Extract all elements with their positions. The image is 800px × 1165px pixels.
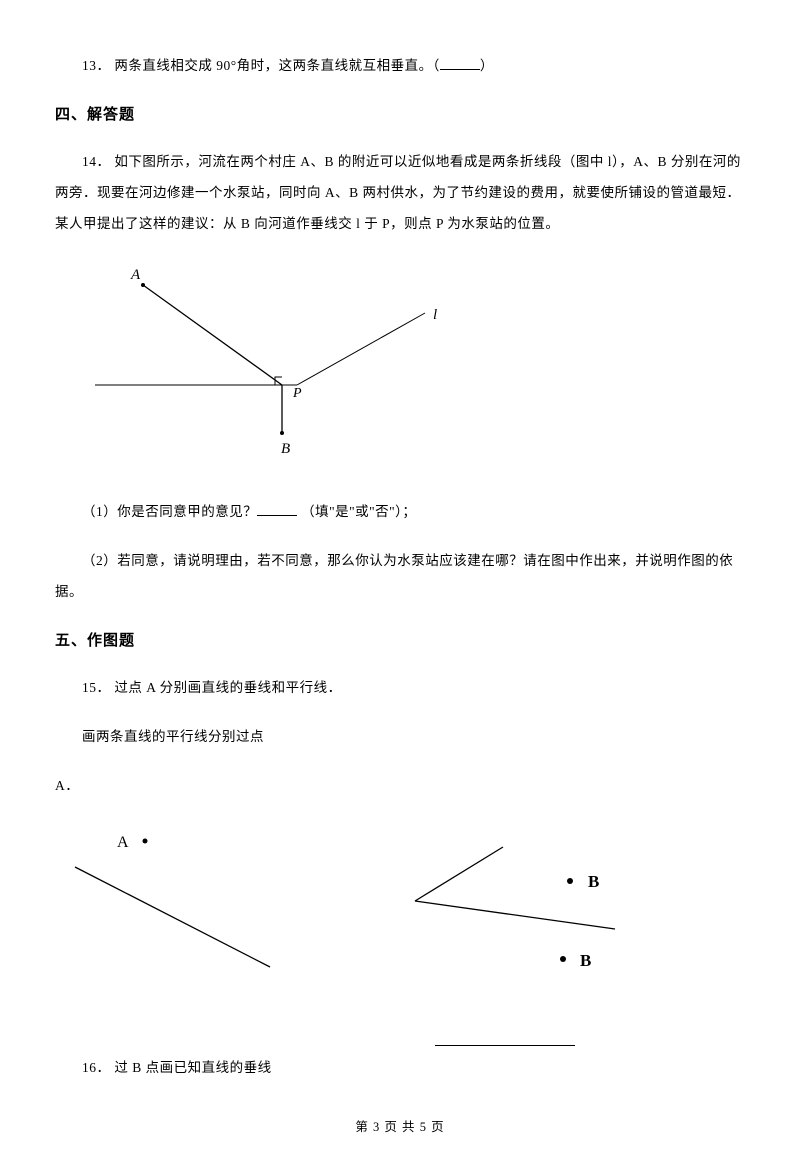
q14-label: 14 [82, 154, 97, 169]
footer-suffix: 页 [427, 1120, 445, 1134]
footer-total: 5 [420, 1120, 427, 1134]
q15-right-label-B2: B [580, 951, 591, 970]
q13-text: 两条直线相交成 90°角时，这两条直线就互相垂直。（ [114, 58, 440, 73]
q15-right-dot-B1 [567, 878, 573, 884]
page-container: 13． 两条直线相交成 90°角时，这两条直线就互相垂直。（） 四、解答题 14… [0, 0, 800, 1165]
q14-dot-B [280, 431, 284, 435]
q15-svg-right: B B [385, 819, 685, 1019]
q16-sep: ． [97, 1060, 111, 1075]
q14-sub1-prefix: （1）你是否同意甲的意见？ [82, 504, 257, 519]
q13-blank[interactable] [440, 56, 480, 71]
q15-left-dot-A [143, 839, 148, 844]
q14-line-AP [143, 285, 282, 385]
q14-label-P: P [292, 386, 302, 401]
question-14-sub1: （1）你是否同意甲的意见？ （填"是"或"否"）； [55, 496, 745, 527]
q14-label-B: B [281, 441, 290, 457]
question-15-para2: 画两条直线的平行线分别过点 [55, 721, 745, 752]
q15-underline [435, 1045, 575, 1046]
q15-svg-left: A [65, 819, 315, 989]
q14-sub1-blank[interactable] [257, 502, 297, 517]
q15-sep: ． [97, 680, 111, 695]
q13-text-end: ） [480, 58, 494, 73]
question-16: 16． 过 B 点画已知直线的垂线 [55, 1052, 745, 1083]
q14-dot-A [141, 283, 145, 287]
q16-label: 16 [82, 1060, 97, 1075]
q14-para1: 如下图所示，河流在两个村庄 A、B 的附近可以近似地看成是两条折线段（图中 l）… [55, 154, 741, 231]
q15-label: 15 [82, 680, 97, 695]
q14-label-l: l [433, 307, 437, 323]
q13-sep: ． [97, 58, 111, 73]
q15-figures-row: A B B [55, 819, 745, 1019]
question-14-para1: 14． 如下图所示，河流在两个村庄 A、B 的附近可以近似地看成是两条折线段（图… [55, 146, 745, 239]
q16-text: 过 B 点画已知直线的垂线 [114, 1060, 271, 1075]
q15-left-label-A: A [117, 834, 129, 851]
footer-prefix: 第 [355, 1120, 373, 1134]
q14-sub1-suffix: （填"是"或"否"）； [301, 504, 416, 519]
q14-river-right [297, 313, 425, 385]
q13-label: 13 [82, 58, 97, 73]
question-15-para3: A． [55, 770, 745, 801]
q14-svg: A l P B [85, 257, 475, 467]
q14-sep: ． [97, 154, 111, 169]
q15-right-dot-B2 [560, 956, 566, 962]
q15-right-seg2 [415, 901, 615, 929]
question-15-text: 15． 过点 A 分别画直线的垂线和平行线． [55, 672, 745, 703]
section-4-title: 四、解答题 [55, 103, 745, 124]
question-13: 13． 两条直线相交成 90°角时，这两条直线就互相垂直。（ ） [55, 50, 745, 81]
q15-left-line [75, 867, 270, 967]
q15-right-seg1 [415, 847, 503, 901]
q14-label-A: A [130, 267, 141, 283]
q15-right-label-B1: B [588, 872, 599, 891]
question-14-sub2: （2）若同意，请说明理由，若不同意，那么你认为水泵站应该建在哪？请在图中作出来，… [55, 545, 745, 607]
q15-text: 过点 A 分别画直线的垂线和平行线． [114, 680, 341, 695]
section-5-title: 五、作图题 [55, 629, 745, 650]
q14-figure: A l P B [85, 257, 745, 472]
footer-middle: 页 共 [380, 1120, 419, 1134]
